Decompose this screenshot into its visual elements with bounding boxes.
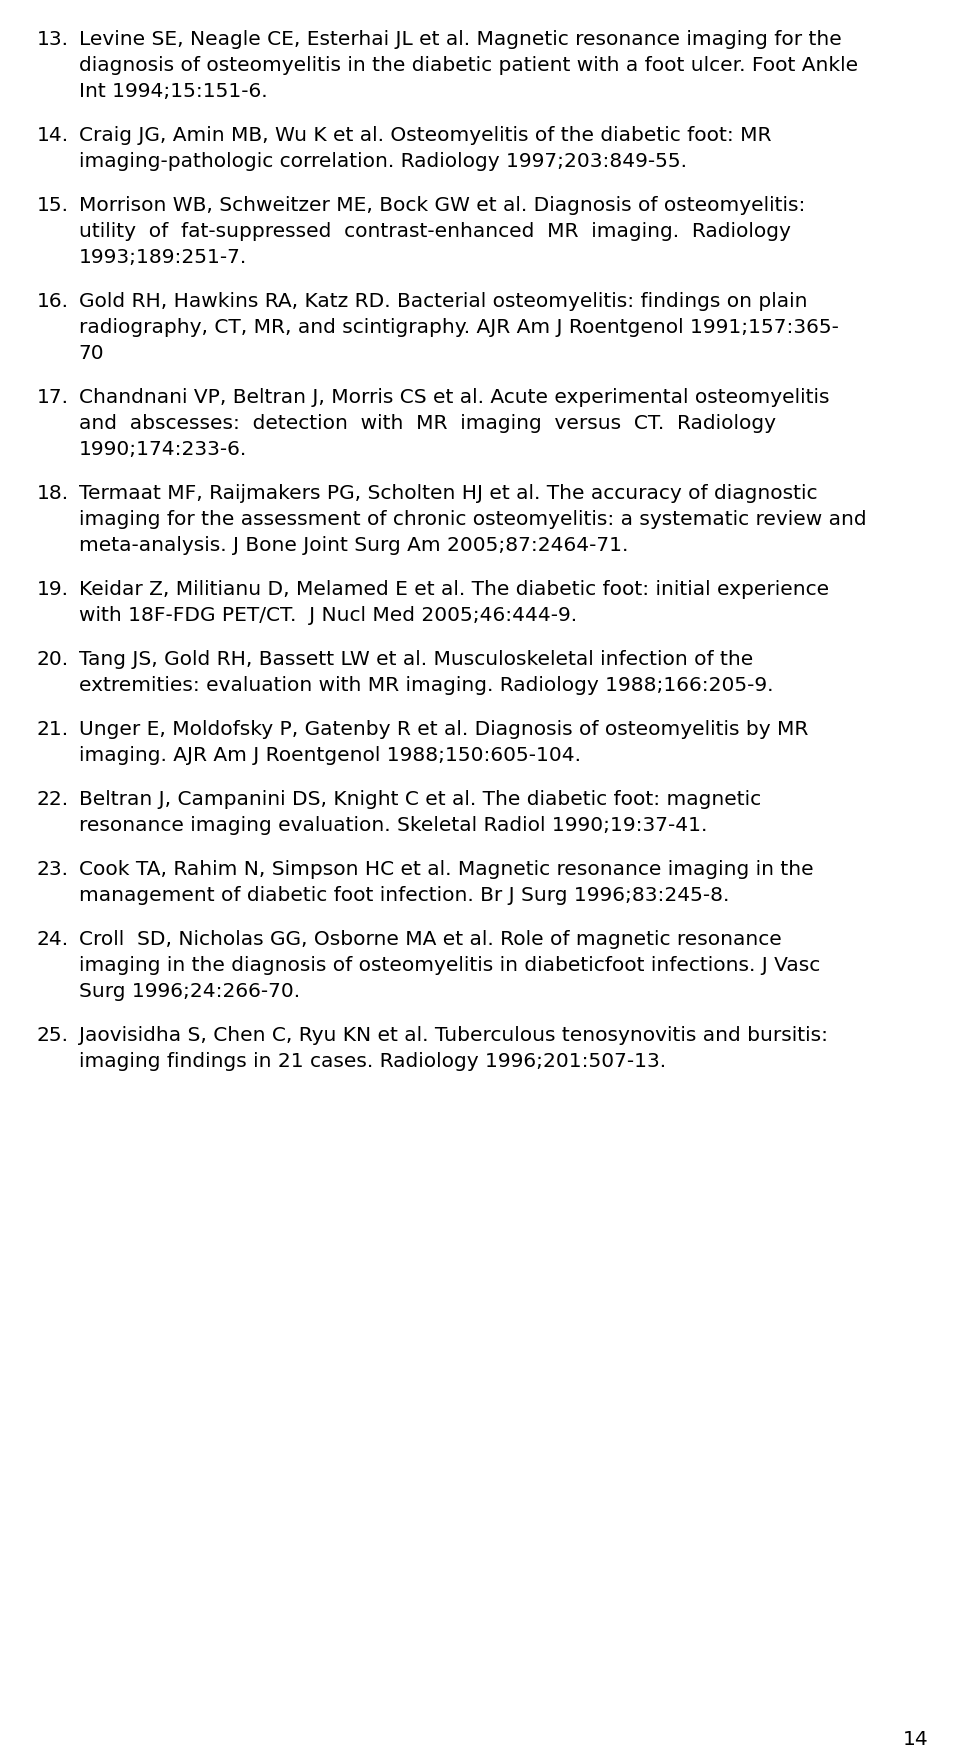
Text: with 18F-FDG PET/CT.  J Nucl Med 2005;46:444-9.: with 18F-FDG PET/CT. J Nucl Med 2005;46:…	[79, 606, 577, 625]
Text: imaging findings in 21 cases. Radiology 1996;201:507-13.: imaging findings in 21 cases. Radiology …	[79, 1051, 666, 1070]
Text: 24.: 24.	[36, 929, 68, 949]
Text: Chandnani VP, Beltran J, Morris CS et al. Acute experimental osteomyelitis: Chandnani VP, Beltran J, Morris CS et al…	[79, 388, 829, 408]
Text: Keidar Z, Militianu D, Melamed E et al. The diabetic foot: initial experience: Keidar Z, Militianu D, Melamed E et al. …	[79, 580, 828, 599]
Text: 16.: 16.	[36, 292, 68, 311]
Text: Craig JG, Amin MB, Wu K et al. Osteomyelitis of the diabetic foot: MR: Craig JG, Amin MB, Wu K et al. Osteomyel…	[79, 127, 771, 144]
Text: Int 1994;15:151-6.: Int 1994;15:151-6.	[79, 83, 267, 100]
Text: diagnosis of osteomyelitis in the diabetic patient with a foot ulcer. Foot Ankle: diagnosis of osteomyelitis in the diabet…	[79, 56, 858, 76]
Text: 19.: 19.	[36, 580, 68, 599]
Text: utility  of  fat-suppressed  contrast-enhanced  MR  imaging.  Radiology: utility of fat-suppressed contrast-enhan…	[79, 221, 791, 241]
Text: Gold RH, Hawkins RA, Katz RD. Bacterial osteomyelitis: findings on plain: Gold RH, Hawkins RA, Katz RD. Bacterial …	[79, 292, 807, 311]
Text: Termaat MF, Raijmakers PG, Scholten HJ et al. The accuracy of diagnostic: Termaat MF, Raijmakers PG, Scholten HJ e…	[79, 483, 817, 503]
Text: 14: 14	[902, 1729, 928, 1748]
Text: and  abscesses:  detection  with  MR  imaging  versus  CT.  Radiology: and abscesses: detection with MR imaging…	[79, 413, 776, 432]
Text: imaging in the diagnosis of osteomyelitis in diabeticfoot infections. J Vasc: imaging in the diagnosis of osteomyeliti…	[79, 956, 820, 975]
Text: Tang JS, Gold RH, Bassett LW et al. Musculoskeletal infection of the: Tang JS, Gold RH, Bassett LW et al. Musc…	[79, 650, 753, 669]
Text: 70: 70	[79, 344, 105, 362]
Text: meta-analysis. J Bone Joint Surg Am 2005;87:2464-71.: meta-analysis. J Bone Joint Surg Am 2005…	[79, 536, 628, 555]
Text: 18.: 18.	[36, 483, 68, 503]
Text: Jaovisidha S, Chen C, Ryu KN et al. Tuberculous tenosynovitis and bursitis:: Jaovisidha S, Chen C, Ryu KN et al. Tube…	[79, 1026, 828, 1044]
Text: Croll  SD, Nicholas GG, Osborne MA et al. Role of magnetic resonance: Croll SD, Nicholas GG, Osborne MA et al.…	[79, 929, 781, 949]
Text: 21.: 21.	[36, 720, 68, 738]
Text: 22.: 22.	[36, 789, 68, 808]
Text: Surg 1996;24:266-70.: Surg 1996;24:266-70.	[79, 982, 300, 1000]
Text: 1990;174:233-6.: 1990;174:233-6.	[79, 439, 247, 459]
Text: Unger E, Moldofsky P, Gatenby R et al. Diagnosis of osteomyelitis by MR: Unger E, Moldofsky P, Gatenby R et al. D…	[79, 720, 808, 738]
Text: imaging. AJR Am J Roentgenol 1988;150:605-104.: imaging. AJR Am J Roentgenol 1988;150:60…	[79, 745, 581, 764]
Text: imaging-pathologic correlation. Radiology 1997;203:849-55.: imaging-pathologic correlation. Radiolog…	[79, 151, 686, 170]
Text: 25.: 25.	[36, 1026, 68, 1044]
Text: Levine SE, Neagle CE, Esterhai JL et al. Magnetic resonance imaging for the: Levine SE, Neagle CE, Esterhai JL et al.…	[79, 30, 842, 49]
Text: 20.: 20.	[36, 650, 68, 669]
Text: radiography, CT, MR, and scintigraphy. AJR Am J Roentgenol 1991;157:365-: radiography, CT, MR, and scintigraphy. A…	[79, 318, 839, 337]
Text: 23.: 23.	[36, 859, 68, 878]
Text: Morrison WB, Schweitzer ME, Bock GW et al. Diagnosis of osteomyelitis:: Morrison WB, Schweitzer ME, Bock GW et a…	[79, 195, 805, 214]
Text: 17.: 17.	[36, 388, 68, 408]
Text: 14.: 14.	[36, 127, 68, 144]
Text: extremities: evaluation with MR imaging. Radiology 1988;166:205-9.: extremities: evaluation with MR imaging.…	[79, 676, 773, 694]
Text: imaging for the assessment of chronic osteomyelitis: a systematic review and: imaging for the assessment of chronic os…	[79, 510, 866, 529]
Text: 1993;189:251-7.: 1993;189:251-7.	[79, 248, 247, 267]
Text: 15.: 15.	[36, 195, 68, 214]
Text: management of diabetic foot infection. Br J Surg 1996;83:245-8.: management of diabetic foot infection. B…	[79, 886, 729, 905]
Text: Beltran J, Campanini DS, Knight C et al. The diabetic foot: magnetic: Beltran J, Campanini DS, Knight C et al.…	[79, 789, 761, 808]
Text: resonance imaging evaluation. Skeletal Radiol 1990;19:37-41.: resonance imaging evaluation. Skeletal R…	[79, 815, 708, 835]
Text: 13.: 13.	[36, 30, 68, 49]
Text: Cook TA, Rahim N, Simpson HC et al. Magnetic resonance imaging in the: Cook TA, Rahim N, Simpson HC et al. Magn…	[79, 859, 813, 878]
